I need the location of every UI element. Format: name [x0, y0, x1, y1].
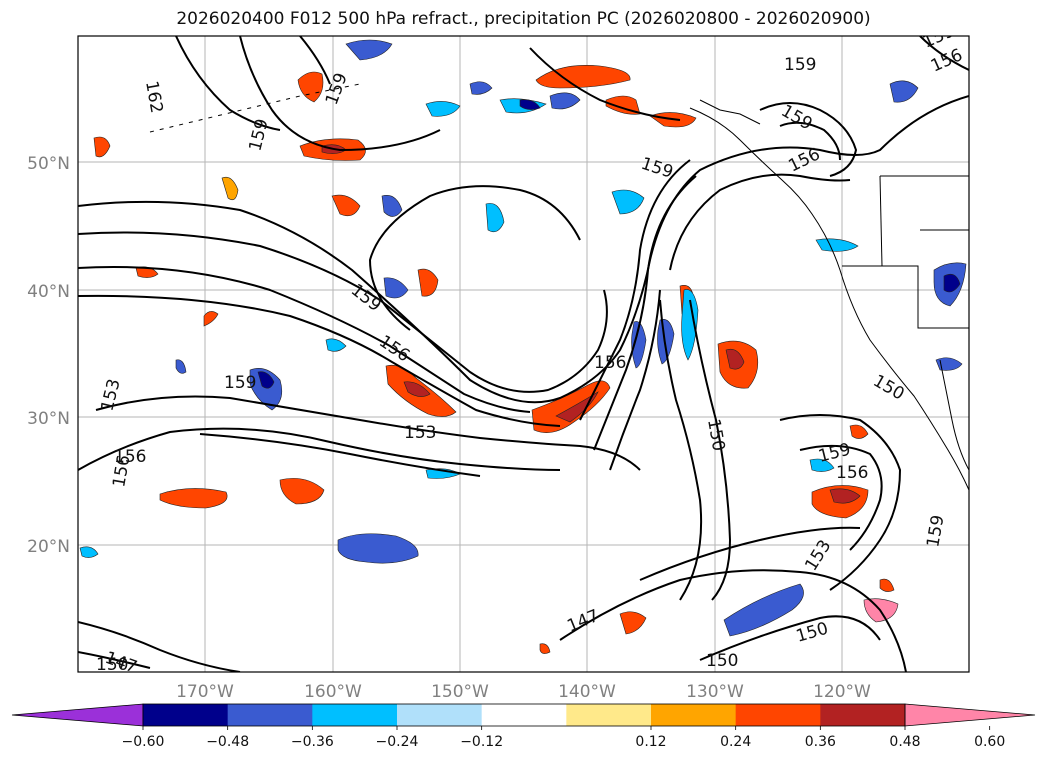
colorbar-cell: [735, 704, 821, 726]
lon-label-150w: 150°W: [431, 682, 489, 702]
colorbar-tick-label: −0.24: [376, 734, 419, 750]
colorbar-tick-label: 0.24: [720, 734, 751, 750]
contour-label: 156: [114, 447, 146, 467]
contour-label: 156: [836, 463, 868, 483]
contour-label: 153: [404, 423, 436, 443]
colorbar-outline: [142, 703, 906, 727]
lon-label-170w: 170°W: [176, 682, 234, 702]
colorbar-cell: [143, 704, 229, 726]
colorbar-cell: [651, 704, 737, 726]
latitude-labels: 50°N 40°N 30°N 20°N: [27, 154, 70, 557]
colorbar-tick-label: −0.12: [460, 734, 503, 750]
map-frame-border: [77, 35, 970, 673]
contour-label: 159: [784, 55, 816, 75]
contour-labels: 162 159 159 159 159 159 156 159 156 156 …: [96, 36, 966, 675]
colorbar-tick-label: −0.36: [291, 734, 334, 750]
contour-label: 150: [706, 651, 738, 671]
contour-label: 156: [594, 353, 626, 373]
colorbar-extend-low: [11, 703, 144, 727]
colorbar-tick-label: 0.36: [805, 734, 836, 750]
lon-label-120w: 120°W: [813, 682, 871, 702]
coastlines: [149, 83, 969, 491]
colorbar-tick-label: −0.60: [122, 734, 165, 750]
colorbar-tick-label: 0.60: [974, 734, 1005, 750]
colorbar: −0.60 −0.48 −0.36 −0.24 −0.12 0.12 0.24 0.36 0.4…: [11, 703, 1036, 750]
lat-label-20n: 20°N: [27, 537, 70, 557]
lat-label-50n: 50°N: [27, 154, 70, 174]
refractivity-contours: [78, 36, 969, 672]
contour-label: 159: [224, 373, 256, 393]
colorbar-tick-label: 0.48: [889, 734, 920, 750]
map-title: 2026020400 F012 500 hPa refract., precip…: [176, 9, 871, 29]
contour-label: 150: [96, 655, 128, 675]
colorbar-cell: [227, 704, 313, 726]
longitude-labels: 170°W 160°W 150°W 140°W 130°W 120°W: [176, 682, 871, 702]
map-frame-background: [78, 36, 969, 672]
lat-label-40n: 40°N: [27, 282, 70, 302]
lon-label-140w: 140°W: [558, 682, 616, 702]
colorbar-extend-high: [904, 703, 1036, 727]
colorbar-tick-label: −0.48: [206, 734, 249, 750]
map-content: 162 159 159 159 159 159 156 159 156 156 …: [78, 36, 969, 675]
lat-label-30n: 30°N: [27, 409, 70, 429]
colorbar-tick-label: 0.12: [635, 734, 666, 750]
gridlines: [78, 36, 969, 672]
colorbar-cell: [566, 704, 652, 726]
colorbar-cell: [312, 704, 398, 726]
colorbar-cell: [397, 704, 483, 726]
colorbar-cell: [820, 704, 906, 726]
colorbar-cell: [481, 704, 567, 726]
lon-label-160w: 160°W: [304, 682, 362, 702]
lon-label-130w: 130°W: [686, 682, 744, 702]
